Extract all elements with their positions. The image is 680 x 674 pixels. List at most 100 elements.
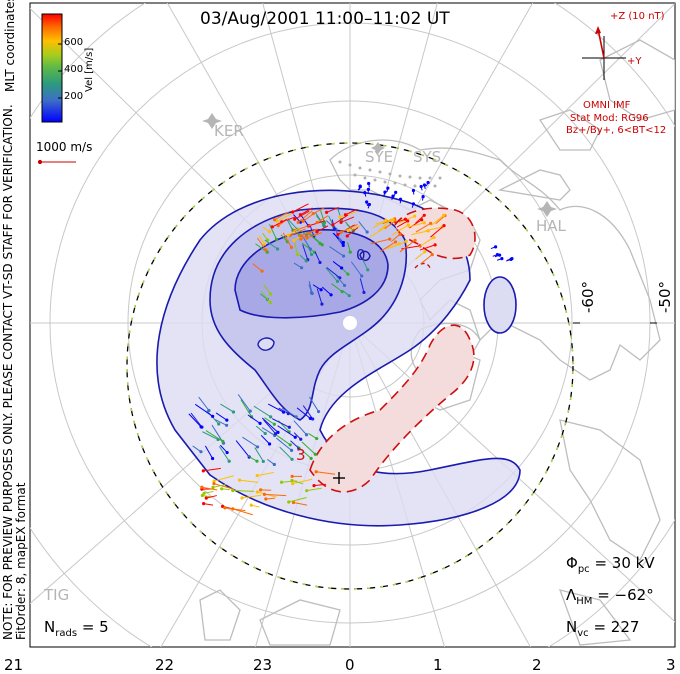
velocity-vector-origin xyxy=(299,234,303,238)
preview-note: NOTE: FOR PREVIEW PURPOSES ONLY. PLEASE … xyxy=(1,104,28,640)
imf-source-label: OMNI IMF xyxy=(583,100,631,111)
mlt-tick-1: 1 xyxy=(433,656,443,674)
velocity-vector-origin xyxy=(200,493,204,498)
velocity-vector xyxy=(272,218,288,228)
velocity-vector-origin xyxy=(269,415,273,419)
velocity-vector-origin xyxy=(329,293,333,297)
velocity-vector xyxy=(206,495,217,499)
velocity-vector-origin xyxy=(335,279,340,283)
velocity-vector xyxy=(218,445,230,462)
velocity-vector-origin xyxy=(365,200,369,204)
velocity-vector xyxy=(329,246,344,257)
velocity-vector xyxy=(291,480,304,485)
velocity-vector xyxy=(212,483,227,488)
velocity-vector xyxy=(341,224,358,233)
velocity-vector-origin xyxy=(279,480,284,484)
velocity-vector xyxy=(345,208,358,216)
velocity-vector xyxy=(232,490,255,492)
velocity-vector xyxy=(258,235,266,245)
velocity-vector-origin xyxy=(274,237,279,241)
station-label-ker: KER xyxy=(214,122,244,140)
velocity-vector-origin xyxy=(365,230,369,234)
velocity-vector xyxy=(297,210,313,223)
velocity-vector-origin xyxy=(299,237,303,241)
velocity-vector xyxy=(336,275,345,286)
velocity-vector-origin xyxy=(315,436,319,441)
velocity-vector-origin xyxy=(275,247,280,251)
velocity-vector-origin xyxy=(411,202,416,206)
velocity-vector xyxy=(219,444,228,453)
velocity-vector-origin xyxy=(255,459,259,463)
velocity-vector xyxy=(321,286,332,296)
velocity-vector-origin xyxy=(299,266,304,270)
velocity-vector-origin xyxy=(225,418,229,422)
phi-pc-symbol: Φ xyxy=(566,554,578,572)
velocity-vector-origin xyxy=(388,237,392,241)
velocity-vector-origin xyxy=(199,450,203,454)
velocity-vector-origin xyxy=(429,221,433,225)
velocity-vector xyxy=(314,251,321,263)
velocity-vector-origin xyxy=(426,180,430,185)
velocity-vector xyxy=(294,242,299,255)
velocity-vector-origin xyxy=(336,232,340,237)
velocity-vector-origin xyxy=(406,219,410,223)
velocity-vector-origin xyxy=(340,289,344,294)
velocity-vector-origin xyxy=(413,214,417,218)
velocity-vector-origin xyxy=(289,448,294,452)
velocity-vector-origin xyxy=(221,504,225,508)
velocity-vector-origin xyxy=(296,252,300,257)
velocity-vector-origin xyxy=(383,190,387,194)
velocity-vector xyxy=(348,224,362,232)
velocity-vector-origin xyxy=(347,294,351,298)
velocity-vector xyxy=(247,455,258,462)
velocity-vector xyxy=(202,431,219,441)
imf-condition-label: Bz+/By+, 6<BT<12 xyxy=(566,125,667,136)
velocity-vector-origin xyxy=(498,253,502,257)
n-rads-stat: Nrads = 5 xyxy=(44,618,109,639)
velocity-vector xyxy=(306,232,323,239)
velocity-vector-origin xyxy=(319,288,323,292)
velocity-vector-origin xyxy=(316,409,321,414)
velocity-vector-origin xyxy=(432,235,436,240)
stat-model-label: Stat Mod: RG96 xyxy=(570,113,649,124)
velocity-vector-origin xyxy=(305,489,309,493)
velocity-vector xyxy=(235,440,250,458)
velocity-vector xyxy=(315,212,325,227)
velocity-vector xyxy=(287,218,298,230)
velocity-vector-origin xyxy=(291,500,296,505)
velocity-vector xyxy=(375,219,394,225)
velocity-vector-origin xyxy=(338,215,342,219)
velocity-vector xyxy=(407,222,425,228)
velocity-vector xyxy=(308,433,317,439)
phi-pc-subscript: pc xyxy=(577,564,590,575)
velocity-vector-origin xyxy=(339,230,343,234)
mlt-tick-23: 23 xyxy=(253,656,273,674)
velocity-vector-origin xyxy=(367,181,371,186)
velocity-vector-origin xyxy=(320,302,324,306)
velocity-vector-origin xyxy=(315,230,319,234)
velocity-vector xyxy=(359,278,365,293)
velocity-vector xyxy=(391,224,409,236)
velocity-vector xyxy=(289,228,306,236)
velocity-vector-origin xyxy=(223,506,227,510)
n-vc-value: = 227 xyxy=(593,618,640,636)
velocity-vector xyxy=(260,434,270,445)
velocity-vector-origin xyxy=(264,248,268,252)
velocity-vector xyxy=(389,240,407,249)
n-rads-subscript: rads xyxy=(55,628,78,639)
velocity-vector-origin xyxy=(287,500,291,504)
n-vc-symbol: N xyxy=(566,618,578,636)
velocity-vector-origin xyxy=(324,210,329,215)
velocity-vector xyxy=(339,210,358,218)
velocity-vector xyxy=(204,445,214,459)
velocity-vector-origin xyxy=(273,432,278,436)
velocity-vector-origin xyxy=(227,459,231,463)
station-label-sye: SYE xyxy=(365,148,394,166)
velocity-vector xyxy=(188,413,202,428)
velocity-vector xyxy=(300,207,313,216)
velocity-vector xyxy=(326,267,341,279)
velocity-vector xyxy=(302,211,316,222)
velocity-vector xyxy=(272,418,290,428)
velocity-vector xyxy=(292,203,309,213)
velocity-vector xyxy=(213,483,234,490)
